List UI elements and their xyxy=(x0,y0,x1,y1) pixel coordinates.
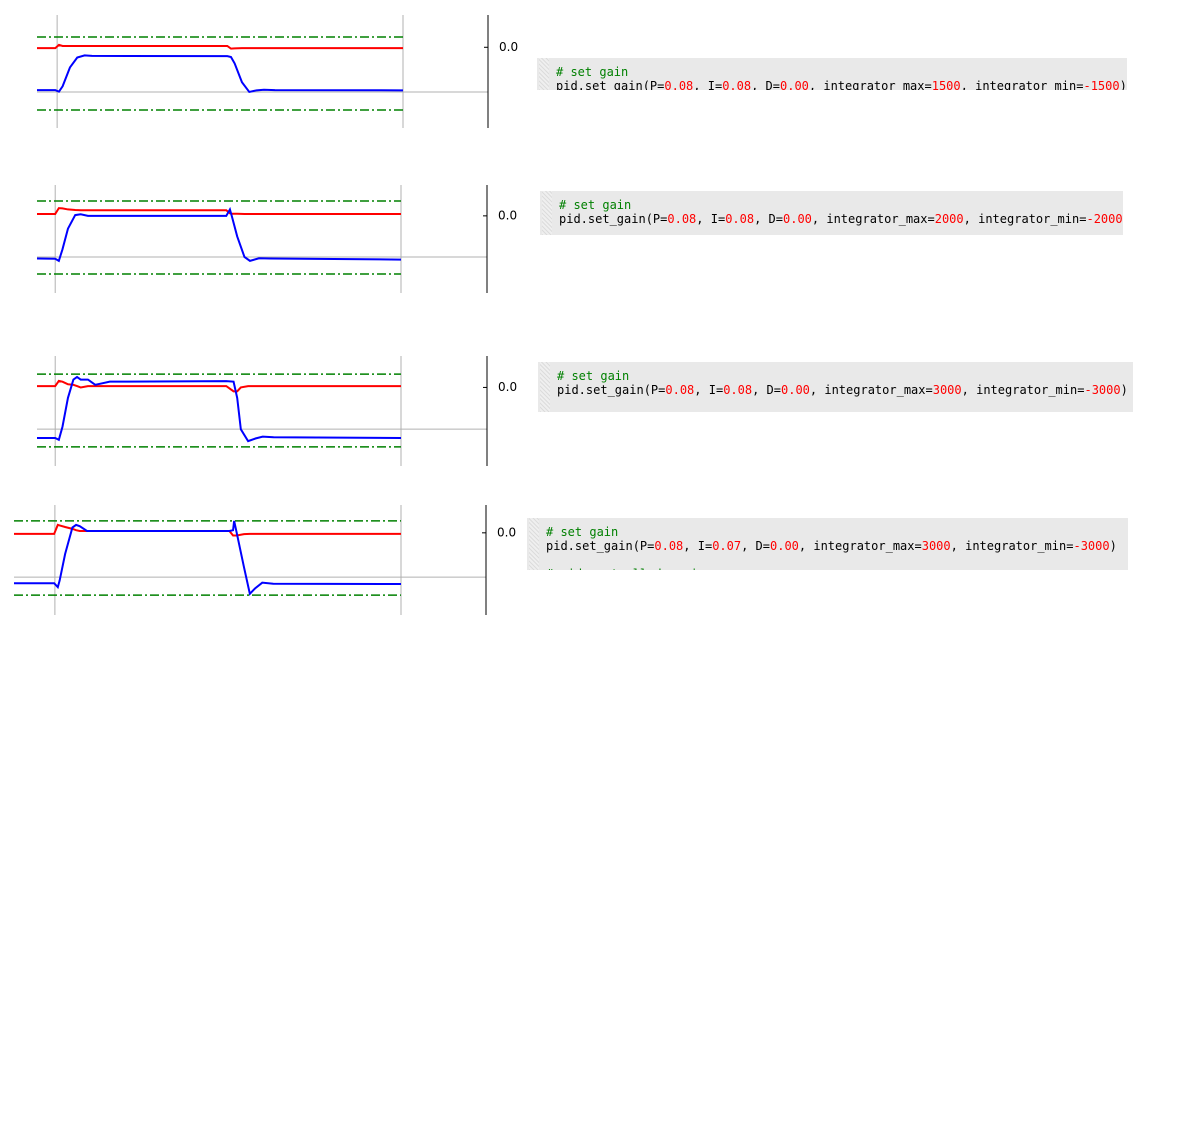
code-token: , I= xyxy=(683,539,713,553)
y-tick-label: 0.0 xyxy=(498,380,517,394)
y-tick-label: 0.0 xyxy=(498,208,517,222)
code-token: 0.08 xyxy=(667,212,697,226)
series-line xyxy=(37,379,401,393)
series-line xyxy=(37,375,402,443)
code-token: 3000 xyxy=(932,383,962,397)
code-token: ) xyxy=(1119,79,1127,90)
series-line xyxy=(36,206,402,263)
y-tick-label: 0.0 xyxy=(499,40,518,54)
code-token: , I= xyxy=(693,79,723,90)
series-line xyxy=(37,207,401,216)
code-token: , D= xyxy=(754,212,783,226)
code-token: 0.08 xyxy=(723,383,753,397)
code-token: 0.00 xyxy=(781,383,810,397)
code-token: pid.set_gain(P= xyxy=(559,212,668,226)
code-token: , integrator_min= xyxy=(950,539,1074,553)
code-token: , integrator_min= xyxy=(960,79,1084,90)
code-line: pid.set_gain(P=0.08, I=0.08, D=0.00, int… xyxy=(557,383,1133,397)
code-token: pid.set_gain(P= xyxy=(546,539,655,553)
code-comment: # set gain xyxy=(546,525,619,539)
y-tick-label: 0.0 xyxy=(497,525,516,539)
code-token: -2000 xyxy=(1086,212,1123,226)
code-token: 0.00 xyxy=(770,539,799,553)
code-token: 1500 xyxy=(931,79,961,90)
code-token: 0.00 xyxy=(780,79,809,90)
code-token: ) xyxy=(1120,383,1128,397)
code-token: 2000 xyxy=(934,212,964,226)
code-token: , I= xyxy=(696,212,726,226)
code-token: pid.set_gain(P= xyxy=(557,383,666,397)
code-cell: # set gain pid.set_gain(P=0.08, I=0.08, D… xyxy=(538,362,1133,412)
code-token: -3000 xyxy=(1084,383,1121,397)
code-token: , integrator_max= xyxy=(811,212,935,226)
series-line xyxy=(37,43,403,50)
code-token: 0.08 xyxy=(722,79,752,90)
code-spacer xyxy=(546,553,1128,567)
series-line xyxy=(37,54,404,94)
code-token: , I= xyxy=(694,383,724,397)
code-token: 0.00 xyxy=(783,212,812,226)
code-cell: # set gain pid.set_gain(P=0.08, I=0.07, D… xyxy=(527,518,1128,570)
code-token: , D= xyxy=(751,79,780,90)
code-cell: # set gain pid.set_gain(P=0.08, I=0.08, D… xyxy=(537,58,1127,90)
code-comment: # set gain xyxy=(559,198,632,212)
code-comment: # set gain xyxy=(556,65,629,79)
code-token: 3000 xyxy=(921,539,951,553)
code-token: , integrator_max= xyxy=(808,79,932,90)
series-line xyxy=(14,520,402,596)
code-token: -3000 xyxy=(1073,539,1110,553)
code-token: , integrator_max= xyxy=(809,383,933,397)
code-line: pid.set_gain(P=0.08, I=0.08, D=0.00, int… xyxy=(559,212,1123,226)
code-line: pid.set_gain(P=0.08, I=0.08, D=0.00, int… xyxy=(556,79,1127,90)
code-token: 0.08 xyxy=(725,212,755,226)
code-token: 0.08 xyxy=(654,539,684,553)
code-token: pid.set_gain(P= xyxy=(556,79,665,90)
code-token: 0.08 xyxy=(664,79,694,90)
code-comment: # set gain xyxy=(557,369,630,383)
code-comment: # pid controlled moving xyxy=(546,567,1128,570)
code-cell: # set gain pid.set_gain(P=0.08, I=0.08, D… xyxy=(540,191,1123,235)
code-token: ) xyxy=(1109,539,1117,553)
code-token: 0.07 xyxy=(712,539,742,553)
code-token: -1500 xyxy=(1083,79,1120,90)
code-token: 0.08 xyxy=(665,383,695,397)
code-token: , integrator_max= xyxy=(798,539,922,553)
code-token: , D= xyxy=(741,539,770,553)
code-token: , D= xyxy=(752,383,781,397)
code-line: pid.set_gain(P=0.08, I=0.07, D=0.00, int… xyxy=(546,539,1128,553)
code-token: , integrator_min= xyxy=(963,212,1087,226)
code-token: , integrator_min= xyxy=(961,383,1085,397)
